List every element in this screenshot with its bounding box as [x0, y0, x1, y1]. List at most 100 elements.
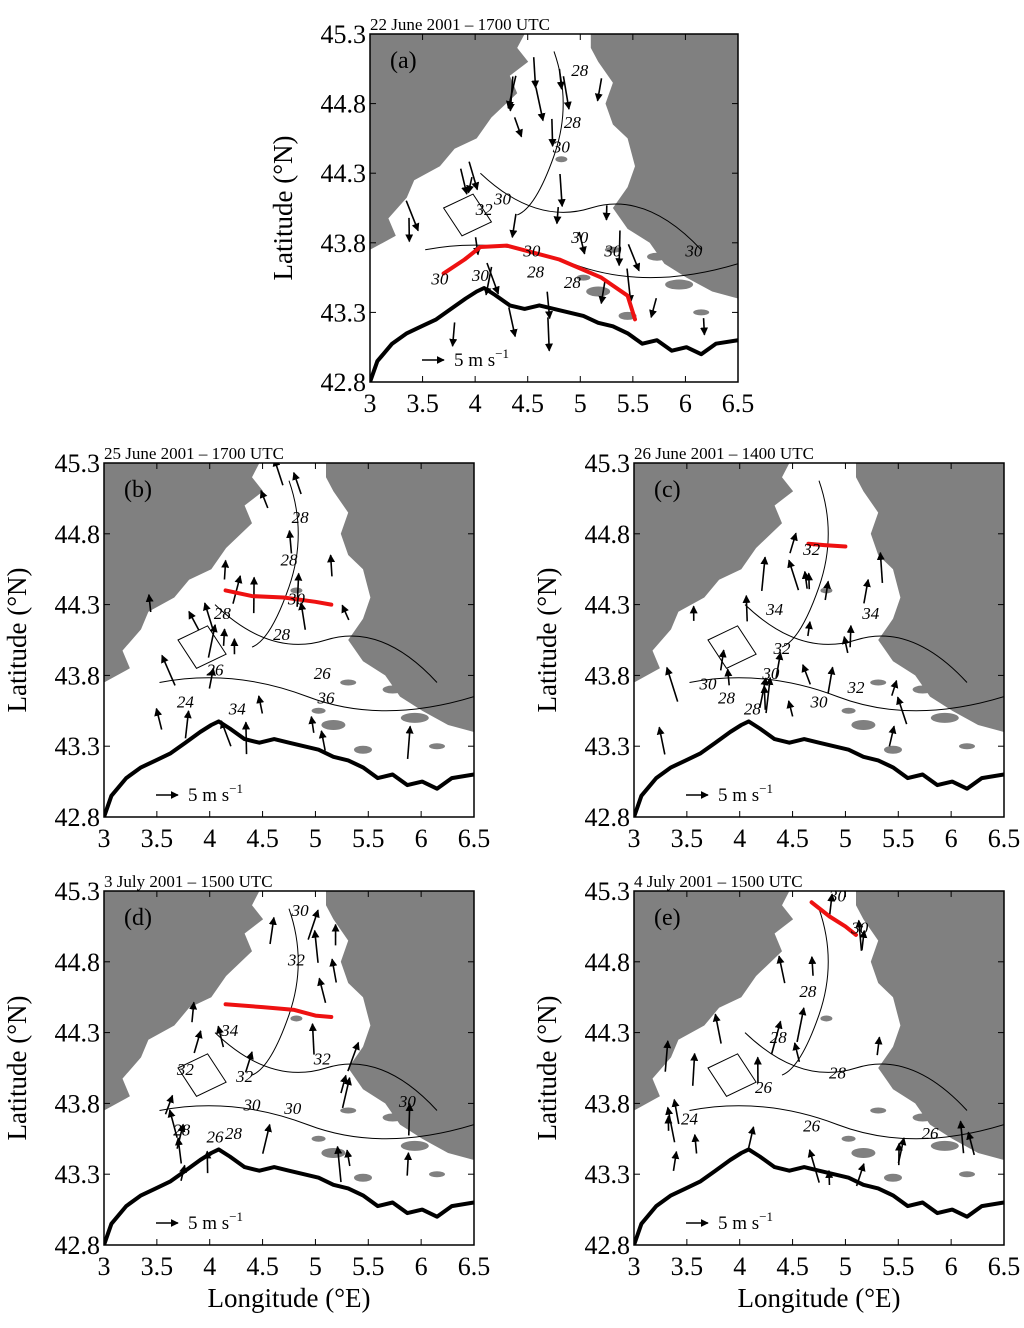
- isotherm-line: [689, 677, 1004, 712]
- wind-vector: [203, 602, 214, 629]
- isotherm-line: [251, 480, 299, 648]
- x-tick-label: 5.5: [352, 824, 385, 853]
- wind-vector: [449, 322, 458, 347]
- x-tick-label: 6.5: [458, 1252, 491, 1281]
- scale-arrow-label: 5 m s−1: [188, 781, 243, 806]
- wind-vector: [154, 707, 163, 730]
- land-east: [856, 891, 1004, 1160]
- wind-vector: [776, 955, 786, 984]
- y-tick-label: 42.8: [321, 368, 367, 397]
- y-tick-label: 44.3: [585, 1019, 631, 1048]
- contour-label: 28: [281, 551, 299, 570]
- x-tick-label: 6.5: [988, 824, 1021, 853]
- y-tick-label: 44.3: [55, 1019, 101, 1048]
- wind-vector: [663, 1040, 672, 1072]
- land-patch: [311, 1135, 326, 1142]
- y-axis-title: Latitude (°N): [2, 996, 32, 1141]
- panel-label: (c): [654, 477, 681, 503]
- contour-label: 32: [847, 678, 866, 697]
- y-tick-label: 45.3: [55, 449, 101, 478]
- wind-vector: [176, 1123, 186, 1149]
- wind-vector: [855, 919, 864, 951]
- contour-label: 30: [471, 266, 490, 285]
- land-patch: [311, 707, 326, 714]
- land-east: [326, 463, 474, 732]
- wind-vector: [347, 1041, 360, 1072]
- y-tick-label: 43.3: [55, 732, 101, 761]
- wind-vector: [700, 318, 709, 336]
- wind-vector: [553, 207, 562, 225]
- wind-vector: [747, 1126, 756, 1151]
- contour-label: 28: [225, 1124, 243, 1143]
- x-tick-label: 3.5: [141, 824, 174, 853]
- wind-vector: [876, 551, 885, 583]
- y-tick-label: 44.8: [585, 520, 631, 549]
- x-tick-label: 6: [945, 824, 958, 853]
- contour-label: 28: [564, 273, 582, 292]
- wind-vector: [804, 572, 813, 590]
- panel-label: (e): [654, 905, 681, 931]
- y-tick-label: 42.8: [585, 803, 631, 832]
- land-patch: [340, 679, 357, 686]
- y-tick-label: 42.8: [55, 1231, 101, 1260]
- wind-vector: [405, 200, 420, 232]
- x-axis-title: Longitude (°E): [207, 1283, 370, 1313]
- x-tick-label: 5.5: [882, 1252, 915, 1281]
- land-patch: [974, 707, 989, 714]
- wind-vector: [531, 57, 540, 89]
- coastline: [104, 1147, 474, 1245]
- land-patch: [354, 745, 372, 754]
- contour-label: 28: [173, 1120, 191, 1139]
- contour-label: 30: [684, 242, 703, 261]
- isotherm-line: [707, 625, 757, 669]
- wind-vector: [827, 666, 836, 694]
- contour-label: 28: [770, 1028, 788, 1047]
- wind-vector: [598, 279, 607, 305]
- contour-label: 26: [803, 1117, 821, 1136]
- y-tick-label: 44.8: [55, 948, 101, 977]
- land-patch: [851, 1147, 876, 1158]
- x-tick-label: 3: [364, 389, 377, 418]
- contour-label: 32: [475, 200, 494, 219]
- wind-vector: [329, 958, 338, 983]
- front-line: [441, 243, 637, 322]
- contour-label: 32: [802, 540, 821, 559]
- land-patch: [321, 719, 346, 730]
- panel-label: (b): [124, 477, 152, 503]
- wind-vector: [189, 1001, 198, 1023]
- wind-vector: [292, 471, 302, 495]
- land-patch: [959, 1171, 975, 1178]
- contour-label: 32: [773, 639, 792, 658]
- wind-vector: [770, 1020, 783, 1055]
- panel-title: 3 July 2001 – 1500 UTC: [104, 872, 273, 891]
- contour-label: 30: [522, 242, 541, 261]
- wind-vector: [459, 168, 470, 195]
- x-tick-label: 3.5: [406, 389, 439, 418]
- contour-label: 26: [922, 1124, 940, 1143]
- contour-label: 30: [283, 1099, 302, 1118]
- wind-vector: [327, 554, 336, 577]
- wind-vector: [193, 1030, 203, 1054]
- isotherm-line: [744, 604, 968, 683]
- contour-label: 30: [398, 1092, 417, 1111]
- wind-vector: [261, 1123, 272, 1154]
- x-tick-label: 5: [839, 1252, 852, 1281]
- wind-vector: [548, 118, 557, 148]
- y-tick-label: 45.3: [585, 877, 631, 906]
- x-tick-label: 5: [839, 824, 852, 853]
- y-axis-title: Latitude (°N): [268, 136, 298, 281]
- contour-label: 24: [681, 1110, 699, 1129]
- x-tick-label: 3: [628, 824, 641, 853]
- x-tick-label: 4.5: [776, 1252, 809, 1281]
- plot-frame: [369, 33, 739, 383]
- x-tick-label: 6: [679, 389, 692, 418]
- contour-label: 28: [527, 263, 545, 282]
- coastline: [634, 719, 1004, 817]
- land-patch: [586, 286, 611, 297]
- wind-vector: [556, 68, 565, 90]
- land-patch: [290, 587, 303, 594]
- contour-label: 30: [810, 692, 829, 711]
- wind-vector: [256, 695, 265, 714]
